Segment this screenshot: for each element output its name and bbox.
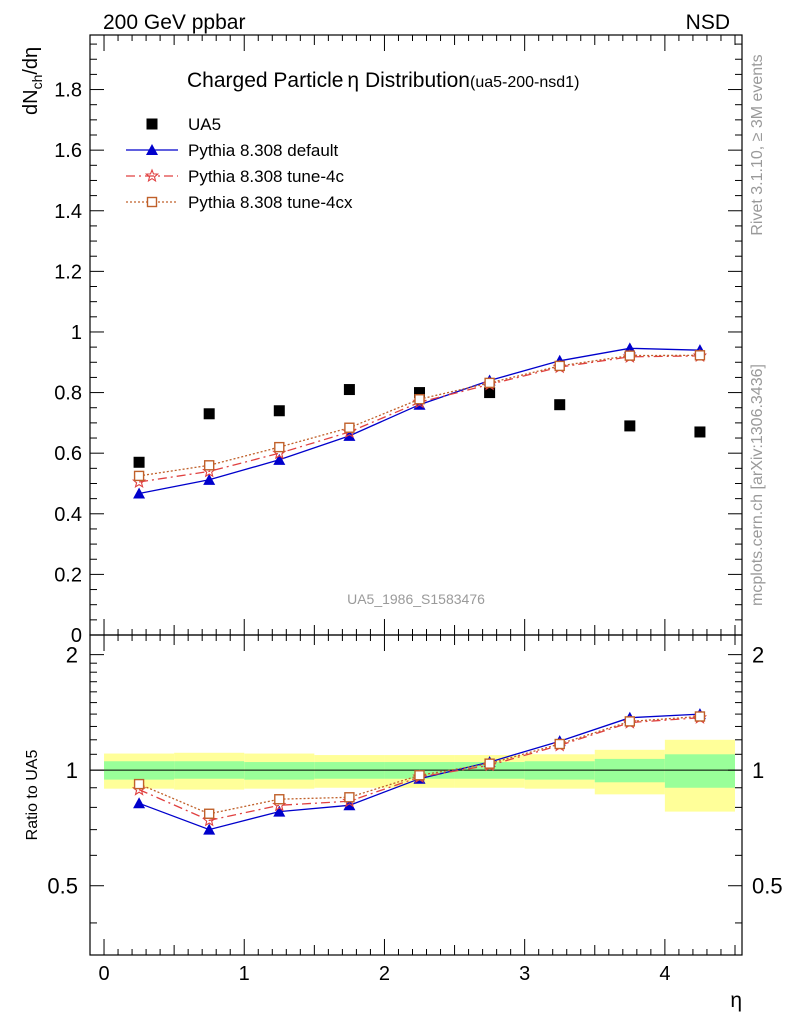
top-series-3-point-2	[274, 441, 285, 453]
top-series-line-1	[138, 347, 700, 495]
top-ytick-label-0: 0	[71, 625, 82, 647]
top-series-1-point-2	[273, 453, 286, 465]
legend-label-2: Pythia 8.308 tune-4c	[188, 167, 344, 186]
y-label-base: dN	[20, 89, 42, 115]
top-series-1-point-0	[133, 487, 146, 499]
ratio-series-2-point-8	[694, 711, 706, 722]
ratio-ytick-label-right-2: 2	[752, 643, 764, 668]
top-series-3-point-3	[344, 422, 355, 433]
xtick-label-1: 1	[239, 963, 250, 985]
plot-title-tag: (ua5-200-nsd1)	[470, 74, 579, 91]
xtick-label-3: 3	[519, 963, 530, 985]
top-series-3-point-6	[554, 360, 565, 372]
legend-marker-2	[144, 168, 160, 183]
legend-marker-1	[146, 144, 158, 155]
legend-marker-3	[146, 196, 158, 208]
top-series-0-point-5	[484, 387, 496, 399]
legend-label-1: Pythia 8.308 default	[188, 141, 339, 160]
ratio-ytick-label-1: 1	[66, 758, 78, 783]
top-series-0-point-1	[203, 408, 215, 420]
legend-label-3: Pythia 8.308 tune-4cx	[188, 193, 353, 212]
y-label-rest: /dη	[20, 47, 42, 75]
top-ytick-label-1: 0.2	[54, 564, 82, 586]
ratio-series-2-point-4	[414, 770, 425, 781]
y-axis-label-top: dNch/dη	[20, 47, 45, 115]
inner-band-8	[664, 754, 735, 788]
top-series-line-2	[139, 355, 700, 483]
xtick-label-2: 2	[379, 963, 390, 985]
xtick-label-0: 0	[98, 963, 109, 985]
rivet-version-label: Rivet 3.1.10, ≥ 3M events	[749, 54, 766, 235]
top-series-0-point-2	[273, 405, 285, 417]
top-ytick-label-5: 1	[71, 322, 82, 344]
ratio-ytick-label-0: 0.5	[47, 874, 78, 899]
top-ytick-label-8: 1.6	[54, 140, 82, 162]
top-series-1-point-1	[203, 473, 216, 485]
top-ytick-label-9: 1.8	[54, 80, 82, 102]
plot-title-rest: Distribution	[359, 69, 470, 92]
top-series-3-point-4	[414, 394, 425, 405]
ratio-plot-frame	[89, 634, 743, 956]
top-series-0-point-3	[343, 384, 355, 396]
y-label-sub: ch	[29, 75, 45, 90]
ratio-series-2-point-7	[624, 716, 636, 727]
top-series-3-point-1	[203, 460, 215, 471]
top-ytick-label-2: 0.4	[54, 504, 82, 526]
ratio-series-2-point-3	[344, 792, 355, 803]
ratio-plot-area: 0 1 2 3 4 0.5 0.5 1 1 2 2	[47, 634, 783, 985]
top-series-3-point-7	[624, 350, 636, 361]
top-series-0-point-8	[694, 426, 706, 438]
header-left-label: 200 GeV ppbar	[103, 11, 245, 34]
analysis-watermark: UA5_1986_S1583476	[347, 591, 485, 607]
top-series-0-point-6	[554, 399, 566, 411]
top-ytick-label-4: 0.8	[54, 383, 82, 405]
top-series-line-3	[139, 354, 700, 477]
inner-band-2	[244, 762, 315, 780]
xtick-label-4: 4	[659, 963, 670, 985]
top-ytick-label-3: 0.6	[54, 443, 82, 465]
ratio-ytick-label-2: 2	[66, 643, 78, 668]
top-ytick-label-6: 1.2	[54, 261, 82, 283]
top-series-3-point-5	[484, 377, 495, 389]
legend: UA5 Pythia 8.308 default Pythia 8.308 tune…	[126, 115, 353, 212]
top-series-3-point-8	[694, 350, 706, 361]
header-right-label: NSD	[686, 11, 730, 34]
top-series-1-point-3	[343, 429, 356, 441]
plot-title: Charged Particle η Distribution(ua5-200-n…	[187, 69, 579, 92]
ratio-series-0-point-0	[133, 797, 146, 809]
plot-title-main: Charged Particle	[187, 69, 343, 92]
ratio-series-2-point-2	[274, 794, 285, 805]
ratio-series-2-point-1	[203, 808, 215, 819]
ratio-series-0-point-1	[203, 823, 216, 835]
mcplots-label: mcplots.cern.ch [arXiv:1306.3436]	[749, 364, 766, 606]
top-series-0-point-4	[414, 387, 426, 399]
legend-label-0: UA5	[188, 115, 221, 134]
plot-title-symbol: η	[347, 69, 359, 92]
top-ytick-label-7: 1.4	[54, 201, 82, 223]
top-series-3-point-0	[133, 470, 145, 482]
ratio-ytick-label-right-1: 1	[752, 758, 764, 783]
ratio-series-2-point-5	[484, 758, 495, 769]
ratio-series-line-2	[138, 715, 700, 815]
ratio-series-0-point-3	[343, 799, 356, 811]
ratio-series-2-point-0	[133, 778, 145, 790]
legend-marker-0	[146, 118, 158, 130]
ratio-series-0-point-2	[273, 805, 286, 817]
ratio-ytick-label-right-0: 0.5	[752, 874, 783, 899]
top-series-0-point-7	[624, 420, 636, 432]
ratio-series-2-point-6	[554, 738, 565, 750]
x-axis-label: η	[730, 989, 742, 1012]
y-axis-label-ratio: Ratio to UA5	[24, 750, 41, 841]
top-series-0-point-0	[133, 456, 145, 468]
